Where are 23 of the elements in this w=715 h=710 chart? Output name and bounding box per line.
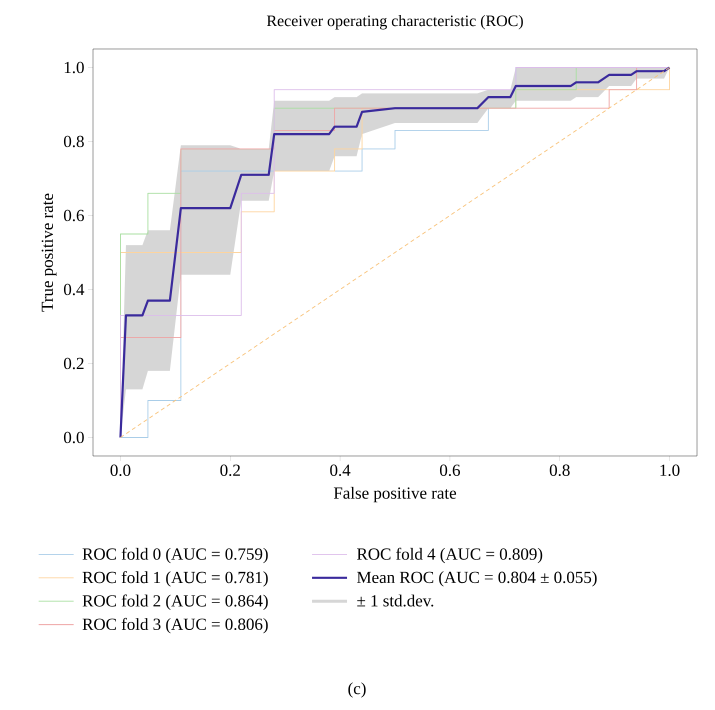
- x-tick-label: 0.8: [550, 464, 570, 476]
- x-tick-label: 1.0: [660, 464, 680, 476]
- x-tick-label: 0.0: [110, 464, 130, 476]
- text: ± 1 std.dev.: [357, 594, 434, 607]
- legend-label: ROC fold 1 (AUC = 0.781): [82, 571, 268, 587]
- x-tick-label: 0.6: [440, 464, 460, 476]
- y-axis-title: True positive rate: [42, 194, 56, 312]
- y-tick-label: 1.0: [64, 62, 84, 74]
- legend-label: ROC fold 0 (AUC = 0.759): [82, 548, 268, 564]
- y-tick-label: 0.0: [64, 432, 84, 444]
- x-tick-label: 0.4: [330, 464, 350, 476]
- legend-label: Mean ROC (AUC = 0.804 ± 0.055): [357, 571, 597, 587]
- x-axis-title: False positive rate: [334, 486, 456, 502]
- legend-label: ROC fold 3 (AUC = 0.806): [82, 618, 268, 634]
- y-tick-label: 0.4: [64, 284, 84, 296]
- x-tick-label: 0.2: [220, 464, 240, 476]
- y-tick-label: 0.2: [64, 358, 84, 370]
- y-tick-label: 0.6: [64, 210, 84, 222]
- chart-title: Receiver operating characteristic (ROC): [266, 14, 523, 30]
- text: (c): [348, 682, 366, 698]
- legend-label: ROC fold 4 (AUC = 0.809): [357, 548, 542, 564]
- y-tick-label: 0.8: [64, 136, 84, 148]
- legend-label: ROC fold 2 (AUC = 0.864): [82, 594, 268, 610]
